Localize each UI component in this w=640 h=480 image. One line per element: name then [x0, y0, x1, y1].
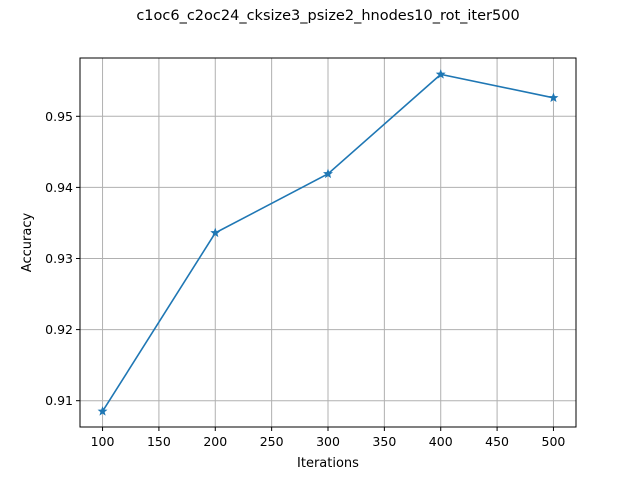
- y-axis-label: Accuracy: [20, 213, 35, 273]
- y-axis-ticks: 0.91 0.92 0.93 0.94 0.95: [45, 109, 80, 408]
- x-tick-label: 400: [429, 434, 453, 449]
- y-tick-label: 0.91: [45, 393, 73, 408]
- chart-title: c1oc6_c2oc24_cksize3_psize2_hnodes10_rot…: [136, 8, 519, 24]
- y-tick-label: 0.94: [45, 180, 73, 195]
- x-tick-label: 500: [542, 434, 566, 449]
- x-axis-ticks: 100 150 200 250 300 350 400 450 500: [91, 427, 566, 449]
- series-layer: [97, 69, 559, 416]
- y-tick-label: 0.93: [45, 251, 73, 266]
- data-point: [435, 69, 446, 79]
- grid: [80, 58, 576, 427]
- data-point: [210, 227, 221, 238]
- x-tick-label: 350: [372, 434, 396, 449]
- data-point: [323, 168, 333, 179]
- y-tick-label: 0.92: [45, 322, 73, 337]
- y-tick-label: 0.95: [45, 109, 73, 124]
- x-tick-label: 250: [260, 434, 284, 449]
- x-tick-label: 450: [485, 434, 509, 449]
- x-tick-label: 300: [316, 434, 340, 449]
- x-tick-label: 100: [91, 434, 115, 449]
- x-tick-label: 200: [203, 434, 227, 449]
- x-tick-label: 150: [147, 434, 171, 449]
- data-point: [548, 92, 559, 103]
- x-axis-label: Iterations: [297, 456, 359, 471]
- data-point: [97, 406, 108, 416]
